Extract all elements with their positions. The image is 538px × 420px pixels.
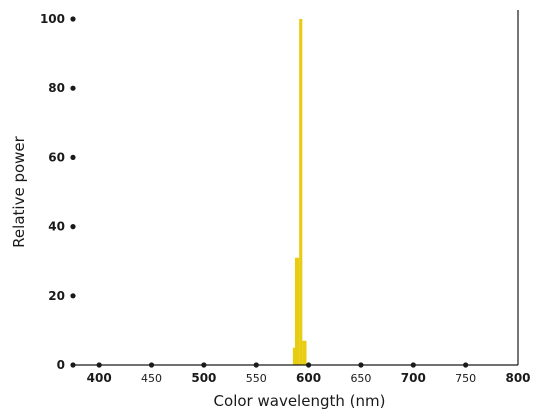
x-tick-dot-700: [410, 362, 416, 368]
y-tick-label-20: 20: [48, 289, 65, 303]
y-tick-label-40: 40: [48, 220, 65, 234]
x-tick-label-600: 600: [296, 371, 321, 385]
y-tick-label-100: 100: [40, 12, 65, 26]
spectrum-bar-2: [294, 257, 300, 365]
x-tick-label-800: 800: [505, 371, 530, 385]
y-axis-title: Relative power: [10, 135, 28, 247]
y-tick-label-60: 60: [48, 150, 65, 164]
y-ticks: 0 20 40 60 80 100: [40, 12, 76, 372]
x-tick-dot-400: [96, 362, 102, 368]
x-tick-label-500: 500: [191, 371, 216, 385]
x-tick-dot-450: [148, 362, 155, 368]
y-tick-dot-40: [70, 224, 76, 230]
spectrum-bar-1: [292, 347, 295, 365]
bars-layer: [292, 19, 307, 365]
x-tick-label-700: 700: [401, 371, 426, 385]
spectrum-bar-3: [299, 19, 303, 365]
x-tick-label-650: 650: [350, 372, 371, 385]
y-tick-dot-0: [70, 362, 76, 368]
x-tick-label-400: 400: [87, 371, 112, 385]
y-tick-label-80: 80: [48, 81, 65, 95]
y-tick-dot-100: [70, 16, 76, 22]
x-tick-label-450: 450: [141, 372, 162, 385]
x-axis-title: Color wavelength (nm): [214, 392, 386, 410]
y-tick-label-0: 0: [57, 358, 65, 372]
spectrum-bar-4: [302, 340, 307, 365]
x-tick-label-550: 550: [246, 372, 267, 385]
x-tick-dot-600: [305, 362, 312, 368]
x-tick-dot-750: [463, 362, 469, 368]
y-tick-dot-20: [70, 293, 76, 299]
x-tick-dot-550: [253, 362, 259, 368]
x-ticks: 400 450 500 550 600 650 700 750 800: [87, 362, 531, 385]
x-tick-dot-650: [358, 362, 364, 368]
y-tick-dot-80: [70, 85, 76, 91]
x-tick-dot-500: [201, 362, 207, 368]
x-tick-label-750: 750: [455, 372, 476, 385]
y-tick-dot-60: [70, 154, 76, 160]
